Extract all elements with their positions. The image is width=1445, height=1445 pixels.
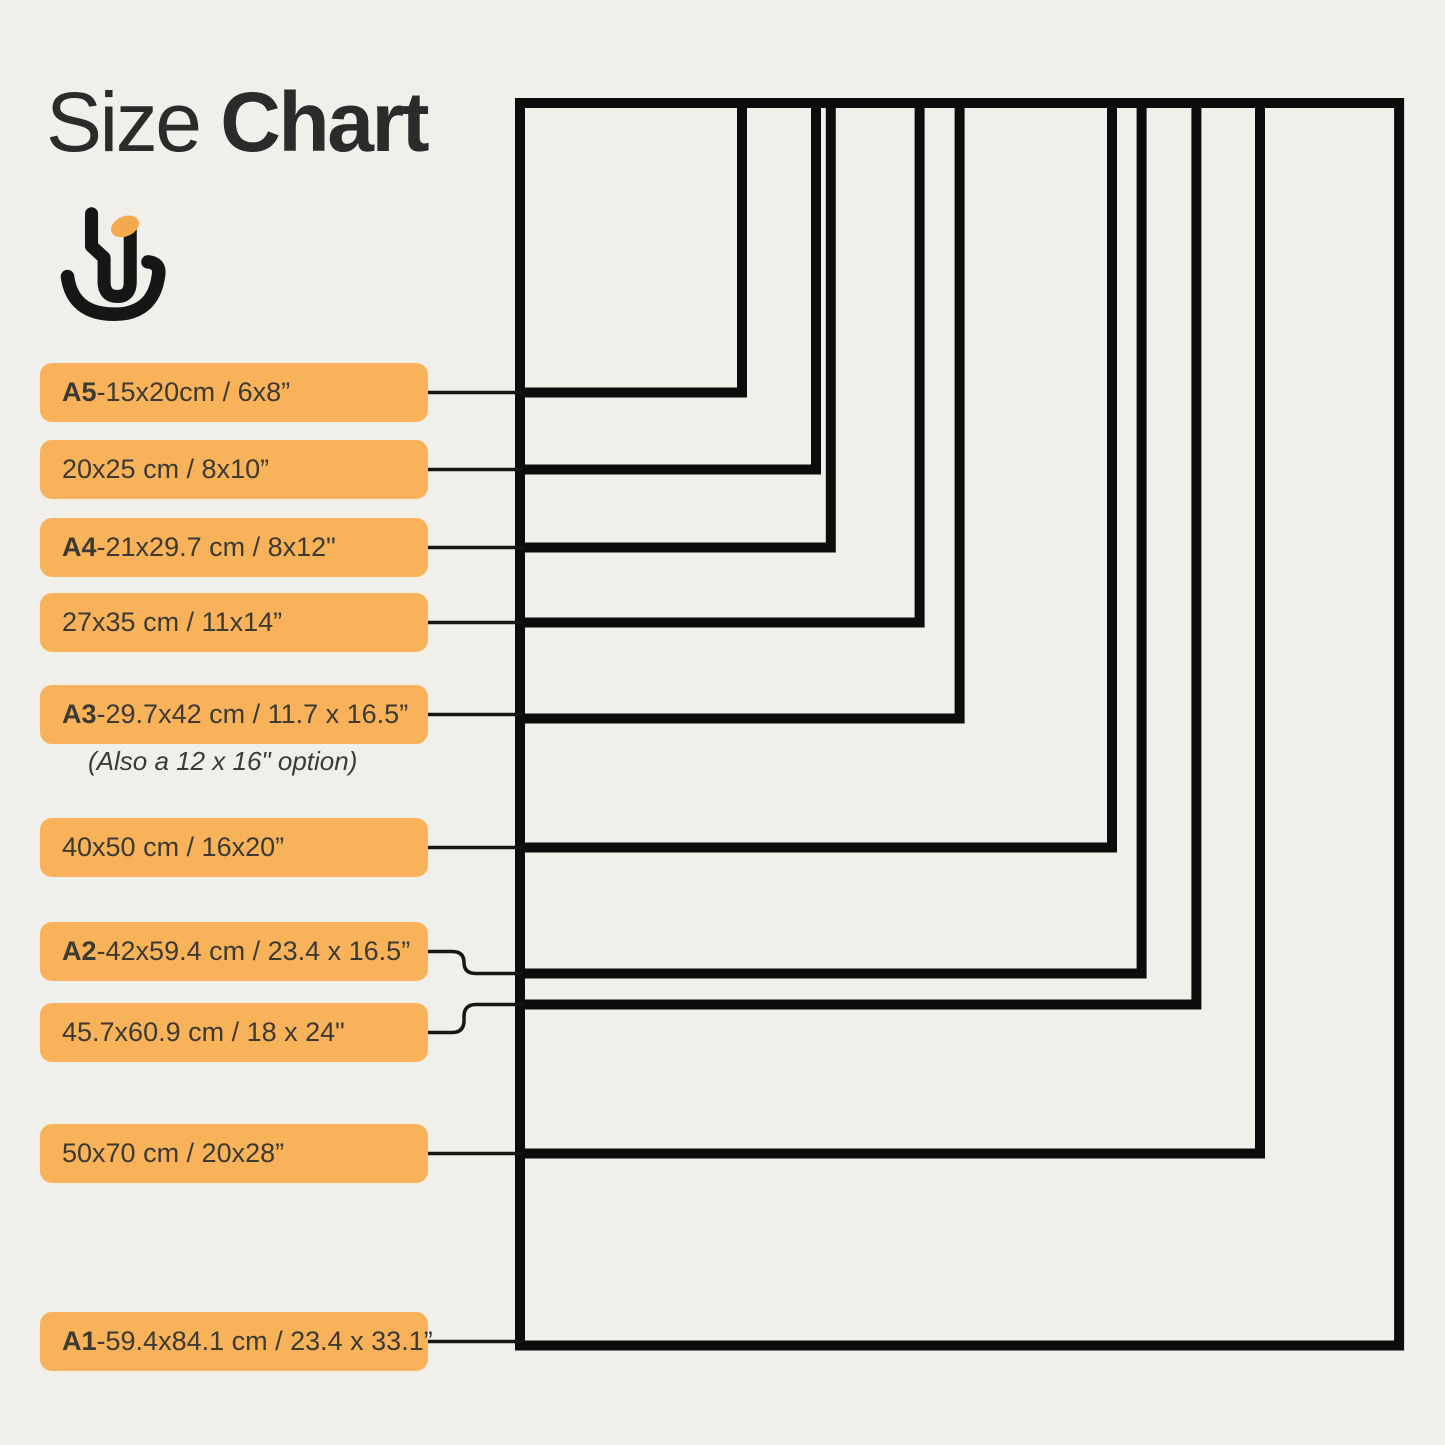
size-label-18x24in: 45.7x60.9 cm / 18 x 24" bbox=[40, 1003, 428, 1062]
title-word-chart: Chart bbox=[220, 75, 429, 169]
size-label-a3: A3 - 29.7x42 cm / 11.7 x 16.5” bbox=[40, 685, 428, 744]
size-code-a2: A2 bbox=[62, 936, 97, 966]
size-dimensions-27x35cm: 27x35 cm / 11x14” bbox=[62, 607, 283, 637]
logo-orange-dot bbox=[111, 215, 139, 238]
logo-smile-stroke bbox=[60, 255, 166, 322]
size-rect-a5 bbox=[515, 98, 747, 398]
logo-hand-stroke bbox=[84, 207, 137, 303]
size-dimensions-a4: 21x29.7 cm / 8x12" bbox=[105, 532, 336, 562]
size-label-a4: A4 - 21x29.7 cm / 8x12" bbox=[40, 518, 428, 577]
page-title: Size Chart bbox=[46, 80, 430, 164]
connector-line-a2 bbox=[428, 949, 523, 976]
size-dimensions-50x70cm: 50x70 cm / 20x28” bbox=[62, 1138, 285, 1168]
size-rect-18x24in bbox=[515, 98, 1202, 1010]
size-rect-50x70cm bbox=[515, 98, 1265, 1159]
size-code-a4: A4 bbox=[62, 532, 97, 562]
hand-smile-logo-icon bbox=[60, 207, 166, 322]
a3-alternative-note: (Also a 12 x 16" option) bbox=[88, 746, 358, 776]
size-label-20x25cm: 20x25 cm / 8x10” bbox=[40, 440, 428, 499]
size-code-a3: A3 bbox=[62, 699, 97, 729]
size-dimensions-a2: 42x59.4 cm / 23.4 x 16.5” bbox=[105, 936, 411, 966]
size-label-40x50cm: 40x50 cm / 16x20” bbox=[40, 818, 428, 877]
size-label-27x35cm: 27x35 cm / 11x14” bbox=[40, 593, 428, 652]
brand-logo bbox=[57, 196, 193, 332]
size-dimensions-20x25cm: 20x25 cm / 8x10” bbox=[62, 454, 270, 484]
size-dimensions-a1: 59.4x84.1 cm / 23.4 x 33.1” bbox=[105, 1326, 433, 1356]
size-label-a5: A5 - 15x20cm / 6x8” bbox=[40, 363, 428, 422]
size-dimensions-a3: 29.7x42 cm / 11.7 x 16.5” bbox=[105, 699, 409, 729]
size-code-a1: A1 bbox=[62, 1326, 97, 1356]
connector-line-18x24in bbox=[428, 1002, 523, 1035]
size-dimensions-18x24in: 45.7x60.9 cm / 18 x 24" bbox=[62, 1017, 345, 1047]
size-code-a5: A5 bbox=[62, 377, 97, 407]
title-word-size: Size bbox=[46, 75, 202, 169]
size-rect-a4 bbox=[515, 98, 836, 553]
size-label-50x70cm: 50x70 cm / 20x28” bbox=[40, 1124, 428, 1183]
size-rect-20x25cm bbox=[515, 98, 821, 475]
size-dimensions-40x50cm: 40x50 cm / 16x20” bbox=[62, 832, 285, 862]
size-dimensions-a5: 15x20cm / 6x8” bbox=[105, 377, 291, 407]
size-label-a1: A1 - 59.4x84.1 cm / 23.4 x 33.1” bbox=[40, 1312, 433, 1371]
size-label-a2: A2 - 42x59.4 cm / 23.4 x 16.5” bbox=[40, 922, 428, 981]
size-rect-a1 bbox=[515, 98, 1405, 1351]
